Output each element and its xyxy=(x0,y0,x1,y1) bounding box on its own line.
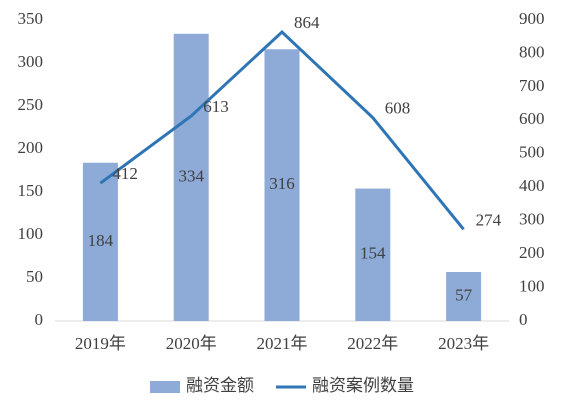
x-tick-label: 2023年 xyxy=(438,334,489,353)
y2-tick-label: 900 xyxy=(519,9,545,28)
data-label: 334 xyxy=(178,166,204,185)
y2-tick-label: 400 xyxy=(519,176,545,195)
y2-tick-label: 500 xyxy=(519,143,545,162)
x-tick-label: 2021年 xyxy=(257,334,308,353)
data-label: 608 xyxy=(385,99,411,118)
data-label: 864 xyxy=(294,13,320,32)
y-tick-label: 300 xyxy=(18,52,44,71)
line xyxy=(99,29,465,231)
data-label: 184 xyxy=(88,231,114,250)
y2-tick-label: 600 xyxy=(519,109,545,128)
data-label: 613 xyxy=(203,97,229,116)
legend-swatch xyxy=(150,381,180,393)
data-label: 57 xyxy=(455,285,473,304)
y2-tick-label: 700 xyxy=(519,76,545,95)
y-tick-label: 350 xyxy=(18,9,44,28)
y-tick-label: 250 xyxy=(18,95,44,114)
bar xyxy=(82,162,118,321)
y2-tick-label: 0 xyxy=(519,310,528,329)
y-tick-label: 200 xyxy=(18,138,44,157)
data-label: 154 xyxy=(360,244,386,263)
data-label: 316 xyxy=(269,174,295,193)
x-tick-label: 2022年 xyxy=(347,334,398,353)
bar xyxy=(173,33,209,321)
y-tick-label: 150 xyxy=(18,181,44,200)
data-label: 274 xyxy=(476,210,502,229)
y-tick-label: 0 xyxy=(35,310,44,329)
x-tick-label: 2020年 xyxy=(166,334,217,353)
bar xyxy=(355,188,391,321)
bar xyxy=(264,49,300,322)
y2-tick-label: 800 xyxy=(519,42,545,61)
y-tick-label: 50 xyxy=(26,267,43,286)
y2-tick-label: 100 xyxy=(519,276,545,295)
y2-tick-label: 300 xyxy=(519,210,545,229)
y-tick-label: 100 xyxy=(18,224,44,243)
legend-label: 融资金额 xyxy=(186,376,254,395)
y2-tick-label: 200 xyxy=(519,243,545,262)
data-label: 412 xyxy=(112,164,137,183)
bar xyxy=(446,271,482,321)
legend-label: 融资案例数量 xyxy=(312,376,414,395)
x-tick-label: 2019年 xyxy=(75,334,126,353)
